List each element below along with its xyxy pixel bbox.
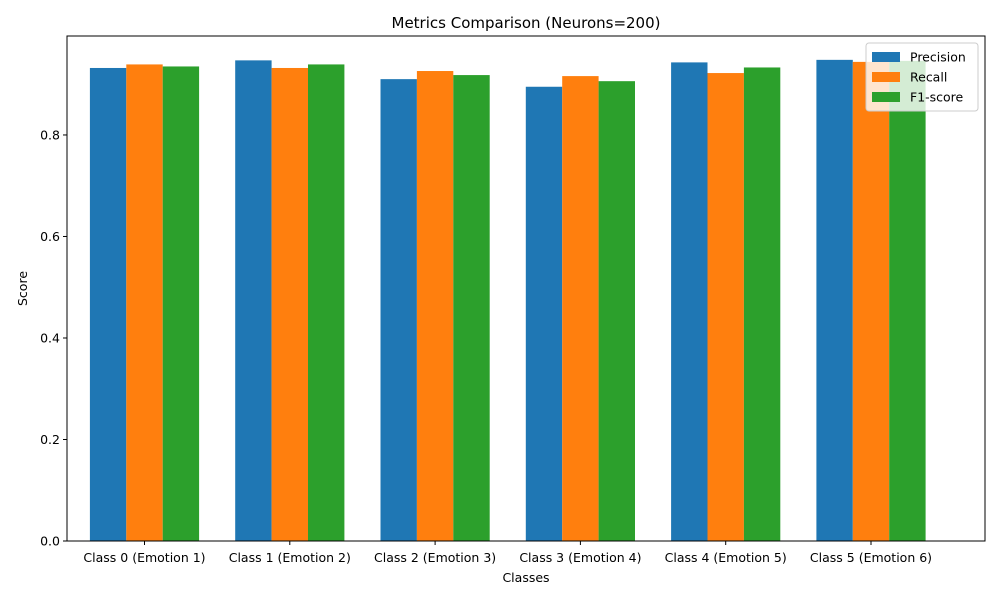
bar-precision-0 <box>89 67 127 541</box>
legend-swatch <box>872 72 900 82</box>
bar-recall-1 <box>271 67 308 541</box>
legend-swatch <box>872 92 900 102</box>
bar-precision-2 <box>380 79 417 542</box>
plot-frame <box>66 35 986 542</box>
legend-label: Recall <box>910 70 947 85</box>
x-tick-label: Class 3 (Emotion 4) <box>519 550 641 565</box>
x-axis-label: Classes <box>502 570 549 585</box>
bar-precision-4 <box>671 62 708 541</box>
legend-label: F1-score <box>910 90 964 105</box>
y-axis-label: Score <box>15 271 30 306</box>
y-tick-label: 0.4 <box>40 330 60 345</box>
legend: Precision Recall F1-score <box>865 42 979 112</box>
bar-f1-score-0 <box>162 66 200 541</box>
y-tick-label: 0.8 <box>40 127 60 142</box>
bar-f1-score-4 <box>743 67 781 541</box>
x-axis: Class 0 (Emotion 1) Class 1 (Emotion 2) Cl… <box>83 541 932 565</box>
bar-recall-3 <box>562 76 599 542</box>
bar-recall-0 <box>126 64 163 541</box>
bar-recall-5 <box>852 61 890 541</box>
bar-precision-3 <box>525 86 563 541</box>
x-tick-label: Class 0 (Emotion 1) <box>83 550 205 565</box>
legend-swatch <box>872 52 900 62</box>
bar-f1-score-3 <box>598 81 635 542</box>
y-tick-label: 0.2 <box>40 432 60 447</box>
bar-recall-4 <box>707 73 744 541</box>
x-tick-label: Class 5 (Emotion 6) <box>810 550 932 565</box>
y-axis: 0.0 0.2 0.4 0.6 0.8 <box>40 127 67 549</box>
bars-layer <box>89 59 926 542</box>
y-tick-label: 0.6 <box>40 229 60 244</box>
x-tick-label: Class 2 (Emotion 3) <box>374 550 496 565</box>
bar-f1-score-2 <box>453 75 490 542</box>
bar-f1-score-5 <box>889 60 926 541</box>
x-tick-label: Class 4 (Emotion 5) <box>665 550 787 565</box>
bar-f1-score-1 <box>308 64 345 541</box>
x-tick-label: Class 1 (Emotion 2) <box>229 550 351 565</box>
bar-precision-5 <box>816 59 853 541</box>
y-tick-label: 0.0 <box>40 534 60 549</box>
legend-label: Precision <box>910 50 966 65</box>
chart-title: Metrics Comparison (Neurons=200) <box>392 14 661 32</box>
bar-recall-2 <box>416 71 454 541</box>
bar-precision-1 <box>235 60 272 541</box>
